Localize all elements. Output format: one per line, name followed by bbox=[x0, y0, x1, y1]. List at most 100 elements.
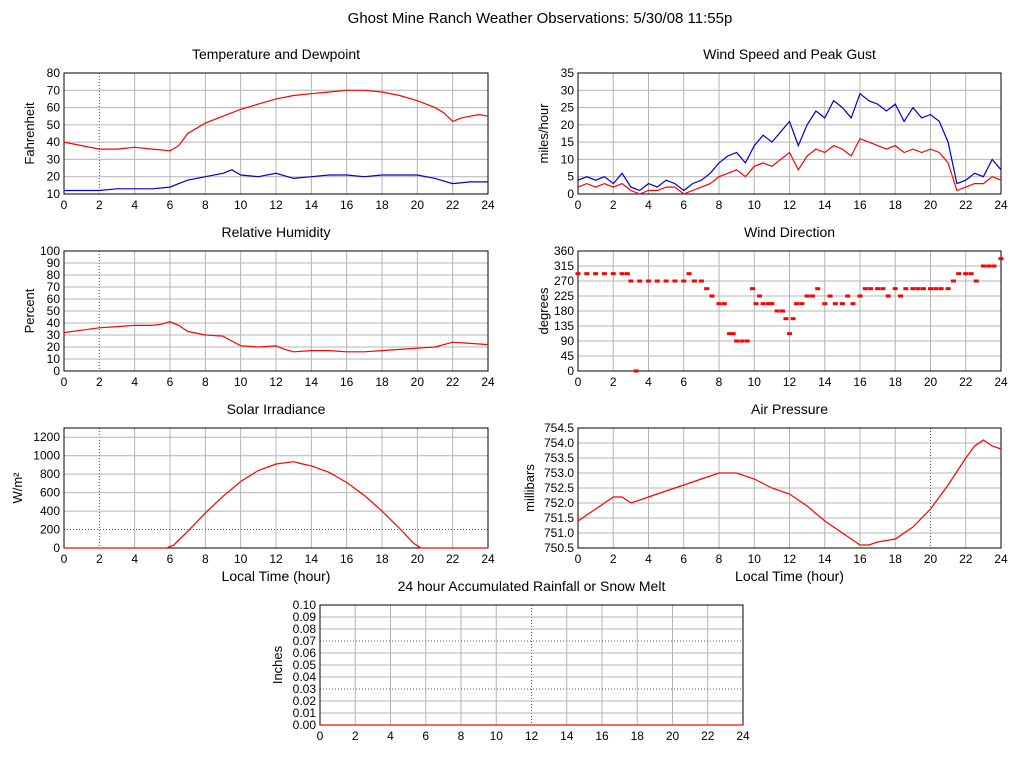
wind-title: Wind Speed and Peak Gust bbox=[703, 46, 876, 62]
dir-point bbox=[986, 264, 992, 268]
dir-point bbox=[850, 302, 856, 306]
temp-ytick-label: 80 bbox=[47, 66, 61, 80]
temp-title: Temperature and Dewpoint bbox=[192, 46, 360, 62]
solar-xtick-label: 4 bbox=[131, 552, 138, 566]
press-xtick-label: 8 bbox=[716, 552, 723, 566]
wind-xtick-label: 0 bbox=[575, 198, 582, 212]
rh-ylabel: Percent bbox=[22, 288, 37, 333]
temp-ytick-label: 50 bbox=[47, 118, 61, 132]
wind-xtick-label: 12 bbox=[783, 198, 797, 212]
dir-point bbox=[765, 302, 771, 306]
solar-ytick-label: 400 bbox=[40, 504, 60, 518]
rain-ytick-label: 0.09 bbox=[293, 610, 317, 624]
rh-xtick-label: 4 bbox=[131, 375, 138, 389]
dir-title: Wind Direction bbox=[744, 224, 835, 240]
wind-xtick-label: 8 bbox=[716, 198, 723, 212]
rh-ytick-label: 30 bbox=[47, 328, 61, 342]
wind-ylabel: miles/hour bbox=[536, 103, 551, 164]
solar-xlabel: Local Time (hour) bbox=[222, 568, 331, 584]
press-xtick-label: 22 bbox=[959, 552, 973, 566]
dir-point bbox=[920, 287, 926, 291]
press-xtick-label: 24 bbox=[994, 552, 1008, 566]
rh-ytick-label: 90 bbox=[47, 256, 61, 270]
dir-series-0 bbox=[575, 257, 1004, 373]
press-ytick-label: 754.0 bbox=[544, 436, 574, 450]
rain-ytick-label: 0.05 bbox=[293, 658, 317, 672]
wind-xtick-label: 22 bbox=[959, 198, 973, 212]
dir-point bbox=[815, 287, 821, 291]
dir-point bbox=[868, 287, 874, 291]
temp-xtick-label: 8 bbox=[202, 198, 209, 212]
dir-point bbox=[619, 272, 625, 276]
wind-xtick-label: 2 bbox=[610, 198, 617, 212]
solar-ylabel: W/m² bbox=[10, 472, 25, 504]
temp-xtick-label: 22 bbox=[446, 198, 460, 212]
press-xtick-label: 4 bbox=[645, 552, 652, 566]
wind-xtick-label: 10 bbox=[748, 198, 762, 212]
page-title: Ghost Mine Ranch Weather Observations: 5… bbox=[348, 10, 733, 27]
rain-ytick-label: 0.00 bbox=[293, 718, 317, 732]
temp-series-line-1 bbox=[64, 169, 488, 192]
dir-point bbox=[898, 294, 904, 298]
dir-point bbox=[928, 287, 933, 291]
wind-xtick-label: 20 bbox=[924, 198, 938, 212]
rh-title: Relative Humidity bbox=[222, 224, 331, 240]
dir-point bbox=[827, 294, 833, 298]
press-xtick-label: 14 bbox=[818, 552, 832, 566]
press-title: Air Pressure bbox=[751, 401, 828, 417]
dir-grid bbox=[577, 250, 1002, 372]
press-grid bbox=[577, 427, 1002, 549]
temp-plot-frame bbox=[63, 72, 489, 195]
rh-xtick-label: 10 bbox=[234, 375, 248, 389]
dir-point bbox=[757, 294, 763, 298]
rain-ytick-label: 0.06 bbox=[293, 646, 317, 660]
wind-xtick-label: 18 bbox=[889, 198, 903, 212]
wind-series-line-0 bbox=[577, 92, 1002, 192]
wind-grid bbox=[577, 72, 1002, 195]
wind-plot-frame bbox=[577, 72, 1002, 195]
press-ytick-label: 750.5 bbox=[544, 541, 574, 555]
rh-xtick-label: 18 bbox=[375, 375, 389, 389]
solar-xtick-label: 24 bbox=[481, 552, 495, 566]
press-plot-frame bbox=[577, 427, 1002, 549]
dir-point bbox=[646, 279, 651, 283]
rh-xtick-label: 14 bbox=[305, 375, 319, 389]
rain-title: 24 hour Accumulated Rainfall or Snow Mel… bbox=[398, 578, 666, 594]
rain-xtick-label: 12 bbox=[525, 729, 539, 743]
dir-plot-frame bbox=[577, 250, 1002, 372]
dir-xtick-label: 6 bbox=[680, 375, 687, 389]
solar-xtick-label: 8 bbox=[202, 552, 209, 566]
dir-point bbox=[721, 302, 727, 306]
wind-ytick-label: 20 bbox=[561, 118, 575, 132]
rh-ytick-label: 80 bbox=[47, 268, 61, 282]
press-xtick-label: 16 bbox=[853, 552, 867, 566]
dir-point bbox=[663, 279, 669, 283]
press-ytick-label: 752.5 bbox=[544, 481, 574, 495]
dir-point bbox=[744, 339, 750, 343]
rh-ytick-label: 60 bbox=[47, 292, 61, 306]
rh-xtick-label: 12 bbox=[269, 375, 283, 389]
temp-xtick-label: 0 bbox=[61, 198, 68, 212]
dir-point bbox=[903, 287, 909, 291]
dir-point bbox=[691, 279, 697, 283]
dir-ylabel: degrees bbox=[536, 287, 551, 334]
press-xtick-label: 18 bbox=[889, 552, 903, 566]
dir-xtick-label: 0 bbox=[575, 375, 582, 389]
dir-point bbox=[862, 287, 868, 291]
dir-point bbox=[790, 317, 796, 321]
press-ylabel: millibars bbox=[522, 464, 537, 512]
rain-xtick-label: 20 bbox=[666, 729, 680, 743]
dir-point bbox=[787, 332, 792, 336]
temp-xtick-label: 18 bbox=[375, 198, 389, 212]
dir-point bbox=[832, 302, 838, 306]
dir-point bbox=[698, 279, 704, 283]
rain-ytick-label: 0.10 bbox=[293, 598, 317, 612]
rain-ytick-label: 0.04 bbox=[293, 670, 317, 684]
solar-ytick-label: 1000 bbox=[33, 449, 60, 463]
press-xtick-label: 10 bbox=[748, 552, 762, 566]
wind-ytick-label: 25 bbox=[561, 101, 575, 115]
